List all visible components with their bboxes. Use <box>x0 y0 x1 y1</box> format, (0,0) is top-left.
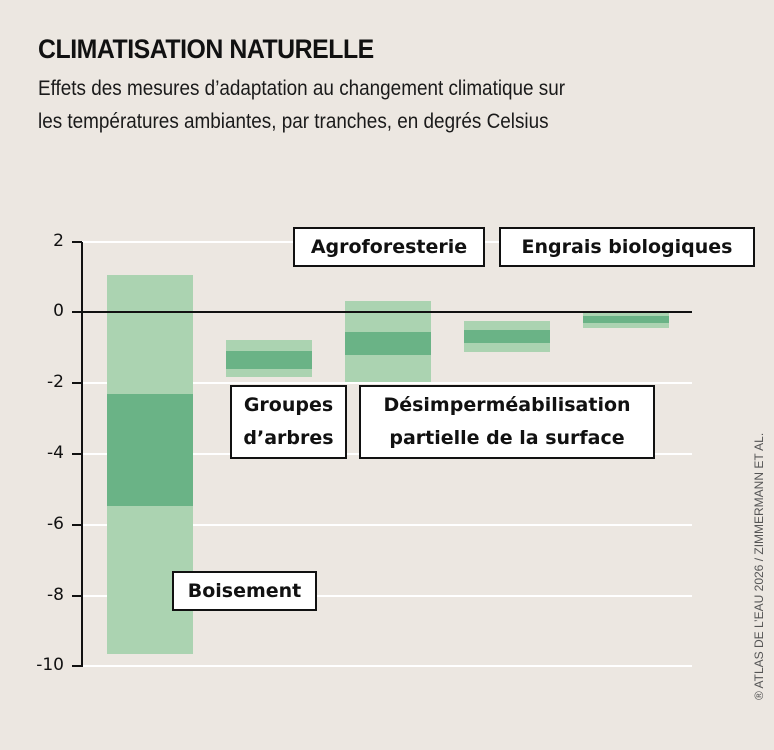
bar-engrais-core <box>583 316 669 323</box>
chart-title: CLIMATISATION NATURELLE <box>38 34 374 64</box>
label-desimpermeabilisation: Désimperméabilisation partielle de la su… <box>359 385 655 459</box>
gridline-minus-8 <box>82 595 692 597</box>
zero-line <box>82 311 692 313</box>
tick-minus-6 <box>72 524 82 526</box>
bar-agroforesterie-core <box>464 330 550 343</box>
y-tick-label: -10 <box>36 655 64 675</box>
label-engrais-biologiques: Engrais biologiques <box>499 227 755 267</box>
label-boisement: Boisement <box>172 571 317 611</box>
bar-groupes-core <box>226 351 312 369</box>
subtitle-line-1: Effets des mesures d’adaptation au chang… <box>38 77 566 100</box>
tick-minus-4 <box>72 453 82 455</box>
chart-subtitle: Effets des mesures d’adaptation au chang… <box>38 72 686 138</box>
label-groupes-arbres: Groupes d’arbres <box>230 385 347 459</box>
tick-minus-8 <box>72 595 82 597</box>
y-tick-label: -8 <box>47 585 64 605</box>
tick-0 <box>72 311 82 313</box>
y-tick-label: 2 <box>53 231 64 251</box>
tick-minus-10 <box>72 665 82 667</box>
subtitle-line-2: les températures ambiantes, par tranches… <box>38 110 549 133</box>
label-desimper-line-1: Désimperméabilisation <box>383 394 631 416</box>
tick-2 <box>72 241 82 243</box>
gridline-minus-6 <box>82 524 692 526</box>
gridline-minus-10 <box>82 665 692 667</box>
y-axis <box>81 242 83 667</box>
bar-desimper-core <box>345 332 431 355</box>
label-agroforesterie: Agroforesterie <box>293 227 485 267</box>
label-groupes-line-2: d’arbres <box>243 427 334 449</box>
label-desimper-line-2: partielle de la surface <box>389 427 625 449</box>
y-tick-label: 0 <box>53 301 64 321</box>
source-credit: ® ATLAS DE L’EAU 2026 / ZIMMERMANN ET AL… <box>752 432 766 700</box>
y-tick-label: -6 <box>47 514 64 534</box>
y-tick-label: -2 <box>47 372 64 392</box>
bar-boisement-core <box>107 394 193 506</box>
gridline-minus-2 <box>82 382 692 384</box>
label-groupes-line-1: Groupes <box>243 394 334 416</box>
tick-minus-2 <box>72 382 82 384</box>
y-tick-label: -4 <box>47 443 64 463</box>
